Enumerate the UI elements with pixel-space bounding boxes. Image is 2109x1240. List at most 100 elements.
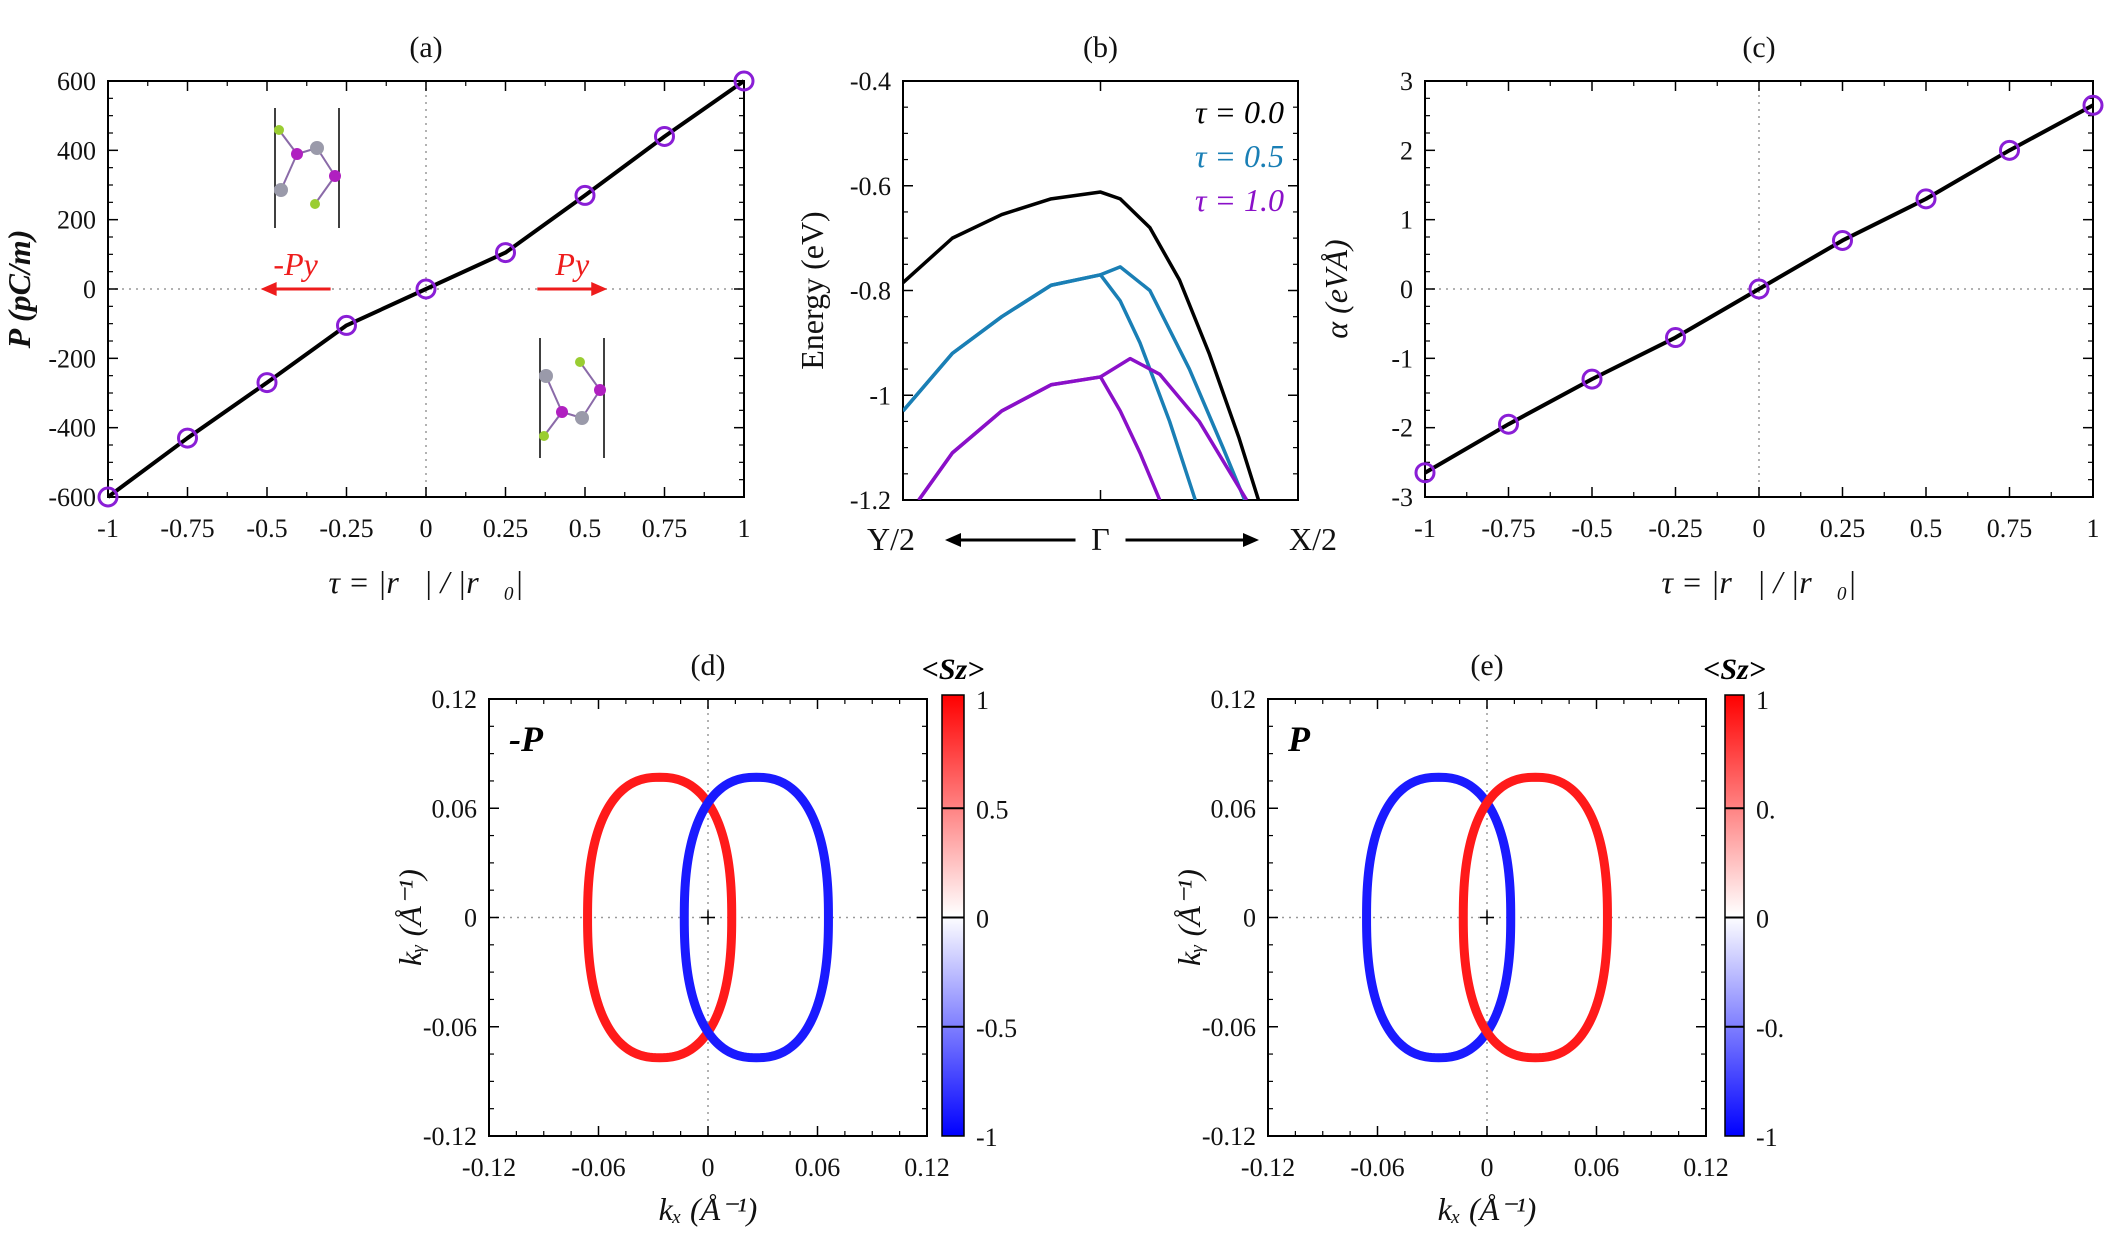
colorbar-tick-label: 0.: [1756, 795, 1776, 824]
atom: [274, 183, 288, 197]
x-tick-label: 0.75: [642, 514, 688, 543]
spin-contour: [1458, 772, 1612, 1063]
data-point: [2082, 94, 2104, 116]
y-tick-label: -600: [48, 483, 96, 512]
arrow-head-icon: [1243, 533, 1259, 547]
y-tick-label: -1: [1391, 344, 1413, 373]
data-point: [1581, 368, 1603, 390]
x-tick-label: -0.06: [571, 1153, 625, 1182]
x-tick-label: -1: [97, 514, 119, 543]
y-axis-label: kᵧ (Å⁻¹): [392, 869, 428, 966]
y-tick-label: -0.6: [850, 172, 891, 201]
panel-title: (a): [409, 31, 442, 64]
spin-contour: [583, 772, 737, 1063]
polarization-label: -P: [509, 719, 544, 759]
atom: [539, 369, 553, 383]
x-tick-label: -0.12: [1241, 1153, 1295, 1182]
x-tick-label: 0.5: [569, 514, 602, 543]
x-tick-label: -0.5: [1571, 514, 1612, 543]
x-tick-label: 0.12: [1683, 1153, 1729, 1182]
y-tick-label: 0.06: [1211, 794, 1257, 823]
y-tick-label: 400: [57, 136, 96, 165]
y-tick-label: -1.2: [850, 486, 891, 515]
panel-title: (b): [1083, 31, 1118, 64]
x-tick-label: -1: [1414, 514, 1436, 543]
x-tick-label: -0.06: [1350, 1153, 1404, 1182]
x-tick-label: 0.12: [904, 1153, 950, 1182]
y-tick-label: -0.4: [850, 67, 891, 96]
colorbar-tick-label: 0.5: [976, 795, 1009, 824]
data-line: [1423, 103, 2094, 475]
y-tick-label: 1: [1400, 206, 1413, 235]
colorbar-tick-label: -0.: [1756, 1014, 1784, 1043]
panel-title: (d): [691, 649, 726, 682]
x-tick-label: 0.5: [1910, 514, 1943, 543]
x-axis-label: τ = |r⃗| / |r⃗₀|: [329, 564, 524, 600]
y-tick-label: 0.06: [432, 794, 478, 823]
k-point-label: Y/2: [867, 521, 915, 557]
data-point: [654, 125, 675, 147]
colorbar-label: <Sz>: [922, 653, 985, 686]
y-tick-label: -3: [1391, 483, 1413, 512]
colorbar: [941, 694, 965, 1137]
y-tick-label: 200: [57, 206, 96, 235]
gamma-cross-icon: [1480, 910, 1494, 925]
x-tick-label: 0.06: [795, 1153, 841, 1182]
data-point: [177, 427, 198, 449]
atom: [575, 357, 585, 367]
x-tick-label: 0: [420, 514, 433, 543]
atom: [539, 431, 549, 441]
colorbar-tick-label: 0: [976, 905, 989, 934]
band-line: [917, 375, 1162, 500]
colorbar-tick-label: -1: [1756, 1123, 1778, 1152]
y-tick-label: -0.12: [423, 1122, 477, 1151]
y-axis-label: P (pC/m): [1, 230, 37, 350]
panel-title: (e): [1470, 649, 1503, 682]
y-tick-label: -200: [48, 344, 96, 373]
data-point: [1498, 413, 1519, 435]
panel-c: (c) -3 -2 -1 0 1 2 3 -1 -0.75 -0.5 -0.25 0 0.25 0.5 0.7…: [1318, 31, 2104, 600]
data-point: [97, 486, 119, 508]
x-axis-label: kₓ (Å⁻¹): [659, 1191, 758, 1227]
arrow-head-icon: [945, 533, 961, 547]
y-tick-label: 2: [1400, 136, 1413, 165]
x-tick-label: 0: [1753, 514, 1766, 543]
arrow-head-icon: [591, 282, 608, 296]
panel-b: (b) -1.2 -1 -0.8 -0.6 -0.4 Energy (eV) τ = 0.0 τ…: [794, 31, 1337, 557]
y-tick-label: -400: [48, 414, 96, 443]
x-tick-label: -0.5: [246, 514, 287, 543]
atom: [594, 384, 606, 396]
spin-contour: [1362, 772, 1516, 1063]
atom: [556, 406, 568, 418]
k-point-label: Γ: [1091, 521, 1110, 557]
band-line: [903, 190, 1261, 500]
y-tick-label: 0.12: [1211, 685, 1257, 714]
crystal-structure-inset: [274, 108, 341, 228]
data-point: [1915, 188, 1937, 210]
k-point-label: X/2: [1289, 521, 1337, 557]
atom: [274, 125, 284, 135]
data-point: [256, 372, 278, 394]
y-tick-label: 3: [1400, 67, 1413, 96]
legend-entry: τ = 0.0: [1195, 94, 1284, 130]
data-point: [733, 70, 755, 92]
polarization-label: Py: [554, 246, 590, 282]
colorbar-tick-label: -0.5: [976, 1014, 1017, 1043]
data-point: [1832, 229, 1853, 251]
y-axis-label: kᵧ (Å⁻¹): [1171, 869, 1207, 966]
data-point: [1414, 462, 1436, 484]
data-point: [495, 242, 516, 264]
legend-entry: τ = 0.5: [1195, 138, 1284, 174]
y-tick-label: -2: [1391, 414, 1413, 443]
x-tick-label: -0.75: [1481, 514, 1535, 543]
polarization-label: -Py: [273, 246, 318, 282]
colorbar-label: <Sz>: [1703, 653, 1766, 686]
atom: [329, 170, 341, 182]
data-point: [336, 314, 357, 336]
colorbar-tick-label: -1: [976, 1123, 998, 1152]
x-tick-label: -0.12: [462, 1153, 516, 1182]
y-tick-label: -0.12: [1202, 1122, 1256, 1151]
data-line: [106, 79, 746, 499]
panel-title: (c): [1742, 31, 1775, 64]
